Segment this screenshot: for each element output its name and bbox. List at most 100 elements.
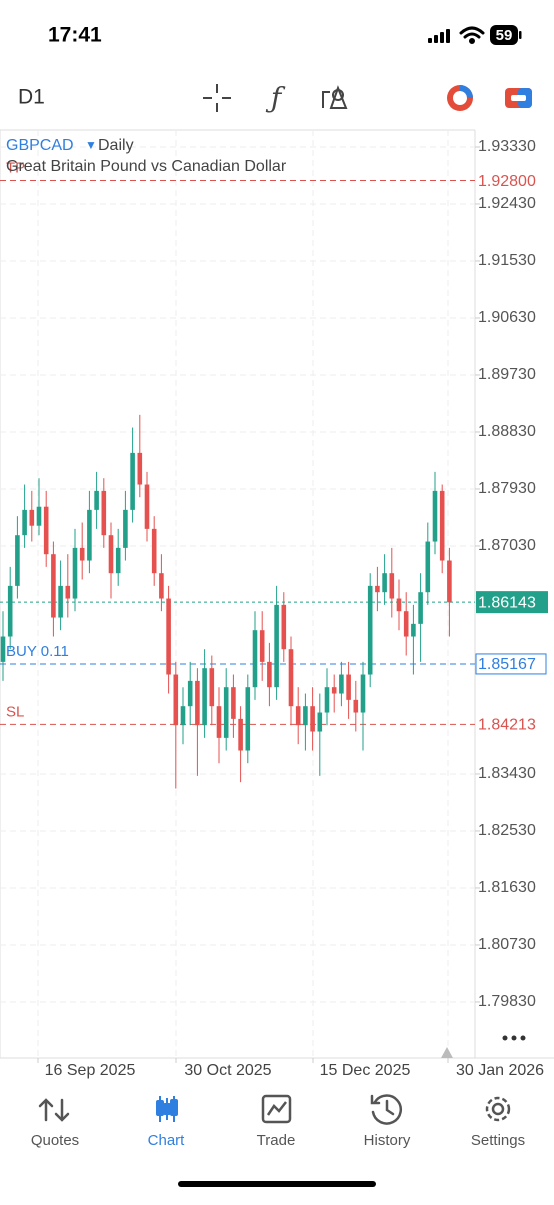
candle-body: [339, 674, 344, 694]
period: Daily: [98, 137, 134, 154]
objects-button[interactable]: [322, 85, 348, 109]
signal-icon: [428, 29, 450, 43]
level-name: BUY 0.11: [6, 643, 69, 660]
home-indicator: [178, 1181, 376, 1187]
battery-level: 59: [496, 27, 513, 44]
candle-body: [375, 585, 380, 593]
y-tick-label: 1.79830: [478, 993, 536, 1010]
candle-body: [29, 509, 35, 526]
candle-body: [303, 706, 308, 726]
quotes-tab-icon[interactable]: [38, 1098, 70, 1122]
level-price: 1.85167: [478, 656, 536, 673]
candle-body: [267, 661, 272, 688]
candle-body: [411, 623, 416, 637]
candle-body: [151, 528, 157, 574]
tab-bar: Quotes Chart Trade History Settings: [31, 1132, 525, 1149]
more-button[interactable]: [502, 1035, 526, 1041]
symbol-dropdown[interactable]: ▼: [85, 138, 97, 152]
level-price: 1.86143: [478, 594, 536, 611]
candle-body: [447, 560, 452, 603]
candle-body: [0, 636, 6, 662]
candle-body: [65, 585, 71, 599]
level-name: SL: [6, 703, 24, 720]
time-axis: 16 Sep 2025 30 Oct 2025 15 Dec 2025 30 Jan …: [37, 1058, 544, 1079]
candle-body: [144, 484, 150, 529]
candle-body: [223, 687, 229, 738]
candle-body: [115, 547, 121, 574]
crosshair-button[interactable]: [203, 84, 231, 112]
candle-body: [51, 554, 56, 618]
tab-label[interactable]: Quotes: [31, 1132, 79, 1149]
y-tick-label: 1.93330: [478, 138, 536, 155]
x-tick-label: 16 Sep 2025: [45, 1062, 136, 1079]
candle-body: [7, 585, 13, 637]
candle-body: [432, 490, 438, 542]
wifi-icon: [459, 26, 485, 44]
y-tick-label: 1.89730: [478, 366, 536, 383]
candle-body: [360, 674, 366, 713]
tab-label[interactable]: Chart: [148, 1132, 186, 1149]
candle-body: [15, 535, 20, 586]
candle-body: [123, 509, 128, 548]
candle-body: [382, 573, 387, 593]
tab-label[interactable]: History: [364, 1132, 411, 1149]
trade-button[interactable]: [505, 88, 532, 108]
y-tick-label: 1.88830: [478, 423, 536, 440]
candle-body: [187, 680, 193, 707]
symbol-description: Great Britain Pound vs Canadian Dollar: [6, 158, 287, 175]
battery-icon: [490, 25, 518, 45]
y-tick-label: 1.91530: [478, 252, 536, 269]
level-box-bg: [476, 714, 548, 735]
candle-body: [295, 706, 301, 726]
candle-body: [310, 706, 315, 732]
trade-tab-icon[interactable]: [261, 1094, 292, 1124]
candle-body: [36, 506, 42, 526]
candle-body: [108, 535, 114, 574]
candle-body: [180, 706, 186, 726]
level-box: [476, 591, 548, 614]
candle-body: [346, 674, 351, 700]
candle-body: [281, 604, 287, 650]
candle-body: [216, 706, 222, 738]
candle-body: [238, 718, 243, 751]
settings-tab-icon[interactable]: [485, 1096, 511, 1122]
level-price: 1.84213: [478, 717, 536, 734]
candle-body: [101, 490, 107, 536]
level-price: 1.92800: [478, 173, 536, 190]
one-click-trading-button[interactable]: [447, 85, 473, 111]
candle-body: [87, 509, 92, 561]
x-tick-label: 15 Dec 2025: [320, 1062, 411, 1079]
y-tick-label: 1.82530: [478, 822, 536, 839]
candle-body: [259, 630, 265, 662]
level-box-bg: [476, 170, 548, 191]
level-name: TP: [6, 160, 25, 177]
candle-body: [367, 585, 373, 675]
timeframe-button[interactable]: D1: [18, 86, 45, 109]
candles: [0, 414, 452, 789]
y-tick-label: 1.83430: [478, 765, 536, 782]
tab-label[interactable]: Trade: [257, 1132, 296, 1149]
y-tick-label: 1.81630: [478, 879, 536, 896]
candle-body: [274, 604, 279, 688]
y-tick-label: 1.92430: [478, 195, 536, 212]
candle-body: [403, 611, 409, 637]
tab-label[interactable]: Settings: [471, 1132, 525, 1149]
y-tick-label: 1.80730: [478, 936, 536, 953]
candle-body: [79, 547, 85, 561]
candle-body: [418, 592, 423, 624]
candle-body: [173, 674, 179, 726]
chart-tab-icon[interactable]: [156, 1096, 178, 1122]
battery-tip: [519, 31, 522, 39]
candle-body: [317, 712, 323, 732]
history-tab-icon[interactable]: [370, 1094, 402, 1125]
candle-body: [288, 649, 294, 707]
candle-body: [159, 573, 164, 599]
candle-body: [389, 573, 395, 599]
candle-body: [195, 680, 200, 726]
candle-body: [245, 687, 251, 751]
candle-body: [252, 630, 258, 688]
symbol[interactable]: GBPCAD: [6, 137, 74, 154]
indicators-button[interactable]: ƒ: [265, 82, 286, 115]
